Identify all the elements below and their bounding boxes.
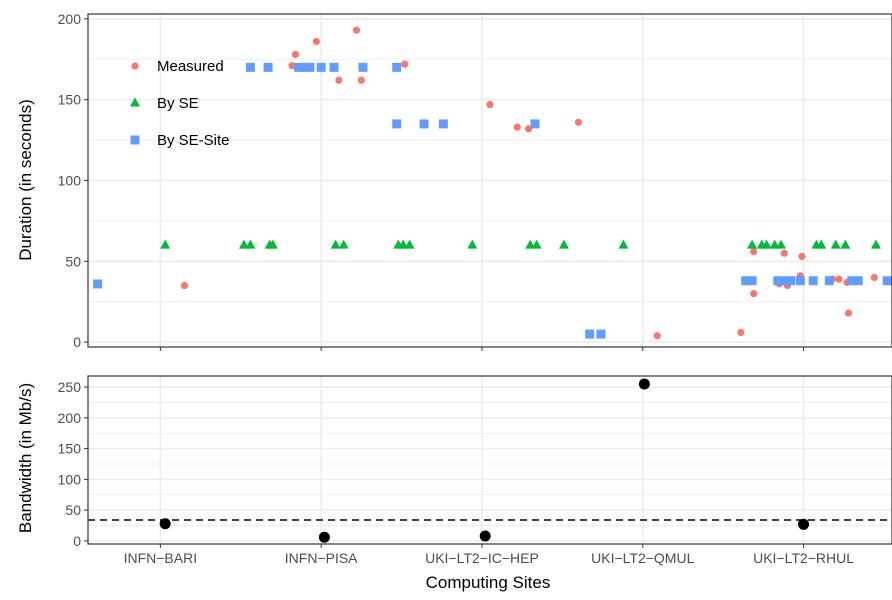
by-se-point — [831, 240, 841, 249]
bandwidth-panel: 0 50 100 150 200 250 INFN−BARI INFN−PISA UKI−LT2… — [58, 376, 892, 566]
measured-point — [835, 276, 842, 283]
by-se-point — [245, 240, 255, 249]
duration-y-tick-label: 100 — [58, 173, 82, 189]
by-se-point — [405, 240, 415, 249]
legend-key-by-se — [130, 98, 140, 107]
by-se-site-point — [585, 330, 594, 339]
measured-point — [313, 38, 320, 45]
bandwidth-point — [798, 519, 809, 530]
by-se-point — [618, 240, 628, 249]
by-se-site-point — [439, 119, 448, 128]
duration-y-axis-label: Duration (in seconds) — [16, 99, 35, 261]
by-se-site-point — [854, 276, 863, 285]
duration-y-tick-label: 150 — [58, 92, 82, 108]
legend-key-measured — [131, 62, 138, 69]
measured-point — [750, 248, 757, 255]
measured-point — [575, 119, 582, 126]
bandwidth-point — [480, 531, 491, 542]
legend: Measured By SE By SE-Site — [130, 58, 230, 149]
measured-point — [401, 61, 408, 68]
measured-point — [353, 27, 360, 34]
by-se-site-point — [93, 279, 102, 288]
by-se-site-point — [317, 63, 326, 72]
bandwidth-point — [319, 532, 330, 543]
measured-point — [845, 309, 852, 316]
by-se-site-point — [264, 63, 273, 72]
bandwidth-y-tick-label: 100 — [58, 471, 82, 487]
by-se-point — [871, 240, 881, 249]
measured-point — [514, 124, 521, 131]
measured-point — [358, 77, 365, 84]
x-category-label: UKI−LT2−QMUL — [591, 550, 694, 566]
x-axis-title: Computing Sites — [426, 573, 551, 592]
measured-point — [737, 329, 744, 336]
bandwidth-y-tick-label: 50 — [65, 502, 81, 518]
legend-key-by-se-site — [131, 136, 140, 145]
by-se-site-point — [420, 119, 429, 128]
measured-point — [486, 101, 493, 108]
measured-point — [335, 77, 342, 84]
bandwidth-y-tick-label: 250 — [58, 379, 82, 395]
by-se-point — [532, 240, 542, 249]
by-se-point — [747, 240, 757, 249]
bandwidth-point — [639, 379, 650, 390]
by-se-point — [160, 240, 170, 249]
by-se-site-point — [748, 276, 757, 285]
by-se-site-point — [330, 63, 339, 72]
by-se-site-point — [305, 63, 314, 72]
by-se-point — [559, 240, 569, 249]
duration-y-tick-label: 0 — [73, 334, 81, 350]
bandwidth-panel-border — [88, 376, 892, 544]
by-se-site-point — [786, 276, 795, 285]
bandwidth-point — [160, 518, 171, 529]
x-category-label: INFN−PISA — [285, 550, 358, 566]
duration-y-tick-label: 200 — [58, 11, 82, 27]
by-se-site-point — [392, 119, 401, 128]
by-se-site-point — [596, 330, 605, 339]
by-se-site-point — [246, 63, 255, 72]
duration-y-tick-label: 50 — [65, 253, 81, 269]
bandwidth-y-tick-label: 150 — [58, 441, 82, 457]
bandwidth-y-axis-label: Bandwidth (in Mb/s) — [16, 383, 35, 533]
measured-point — [181, 282, 188, 289]
measured-point — [750, 290, 757, 297]
by-se-site-point — [358, 63, 367, 72]
x-category-label: INFN−BARI — [124, 550, 198, 566]
measured-point — [871, 274, 878, 281]
by-se-site-point — [796, 276, 805, 285]
legend-label: By SE — [157, 95, 199, 112]
measured-point — [781, 250, 788, 257]
by-se-point — [339, 240, 349, 249]
bandwidth-y-tick-label: 0 — [73, 533, 81, 549]
legend-label: Measured — [157, 58, 224, 75]
by-se-point — [467, 240, 477, 249]
x-category-label: UKI−LT2−RHUL — [753, 550, 854, 566]
x-category-label: UKI−LT2−IC−HEP — [425, 550, 539, 566]
measured-point — [654, 332, 661, 339]
by-se-site-point — [825, 276, 834, 285]
by-se-point — [331, 240, 341, 249]
by-se-point — [840, 240, 850, 249]
legend-label: By SE-Site — [157, 132, 230, 149]
by-se-point — [776, 240, 786, 249]
by-se-site-point — [809, 276, 818, 285]
measured-point — [798, 253, 805, 260]
measured-point — [292, 51, 299, 58]
by-se-site-point — [392, 63, 401, 72]
by-se-site-point — [531, 119, 540, 128]
bandwidth-y-tick-label: 200 — [58, 410, 82, 426]
